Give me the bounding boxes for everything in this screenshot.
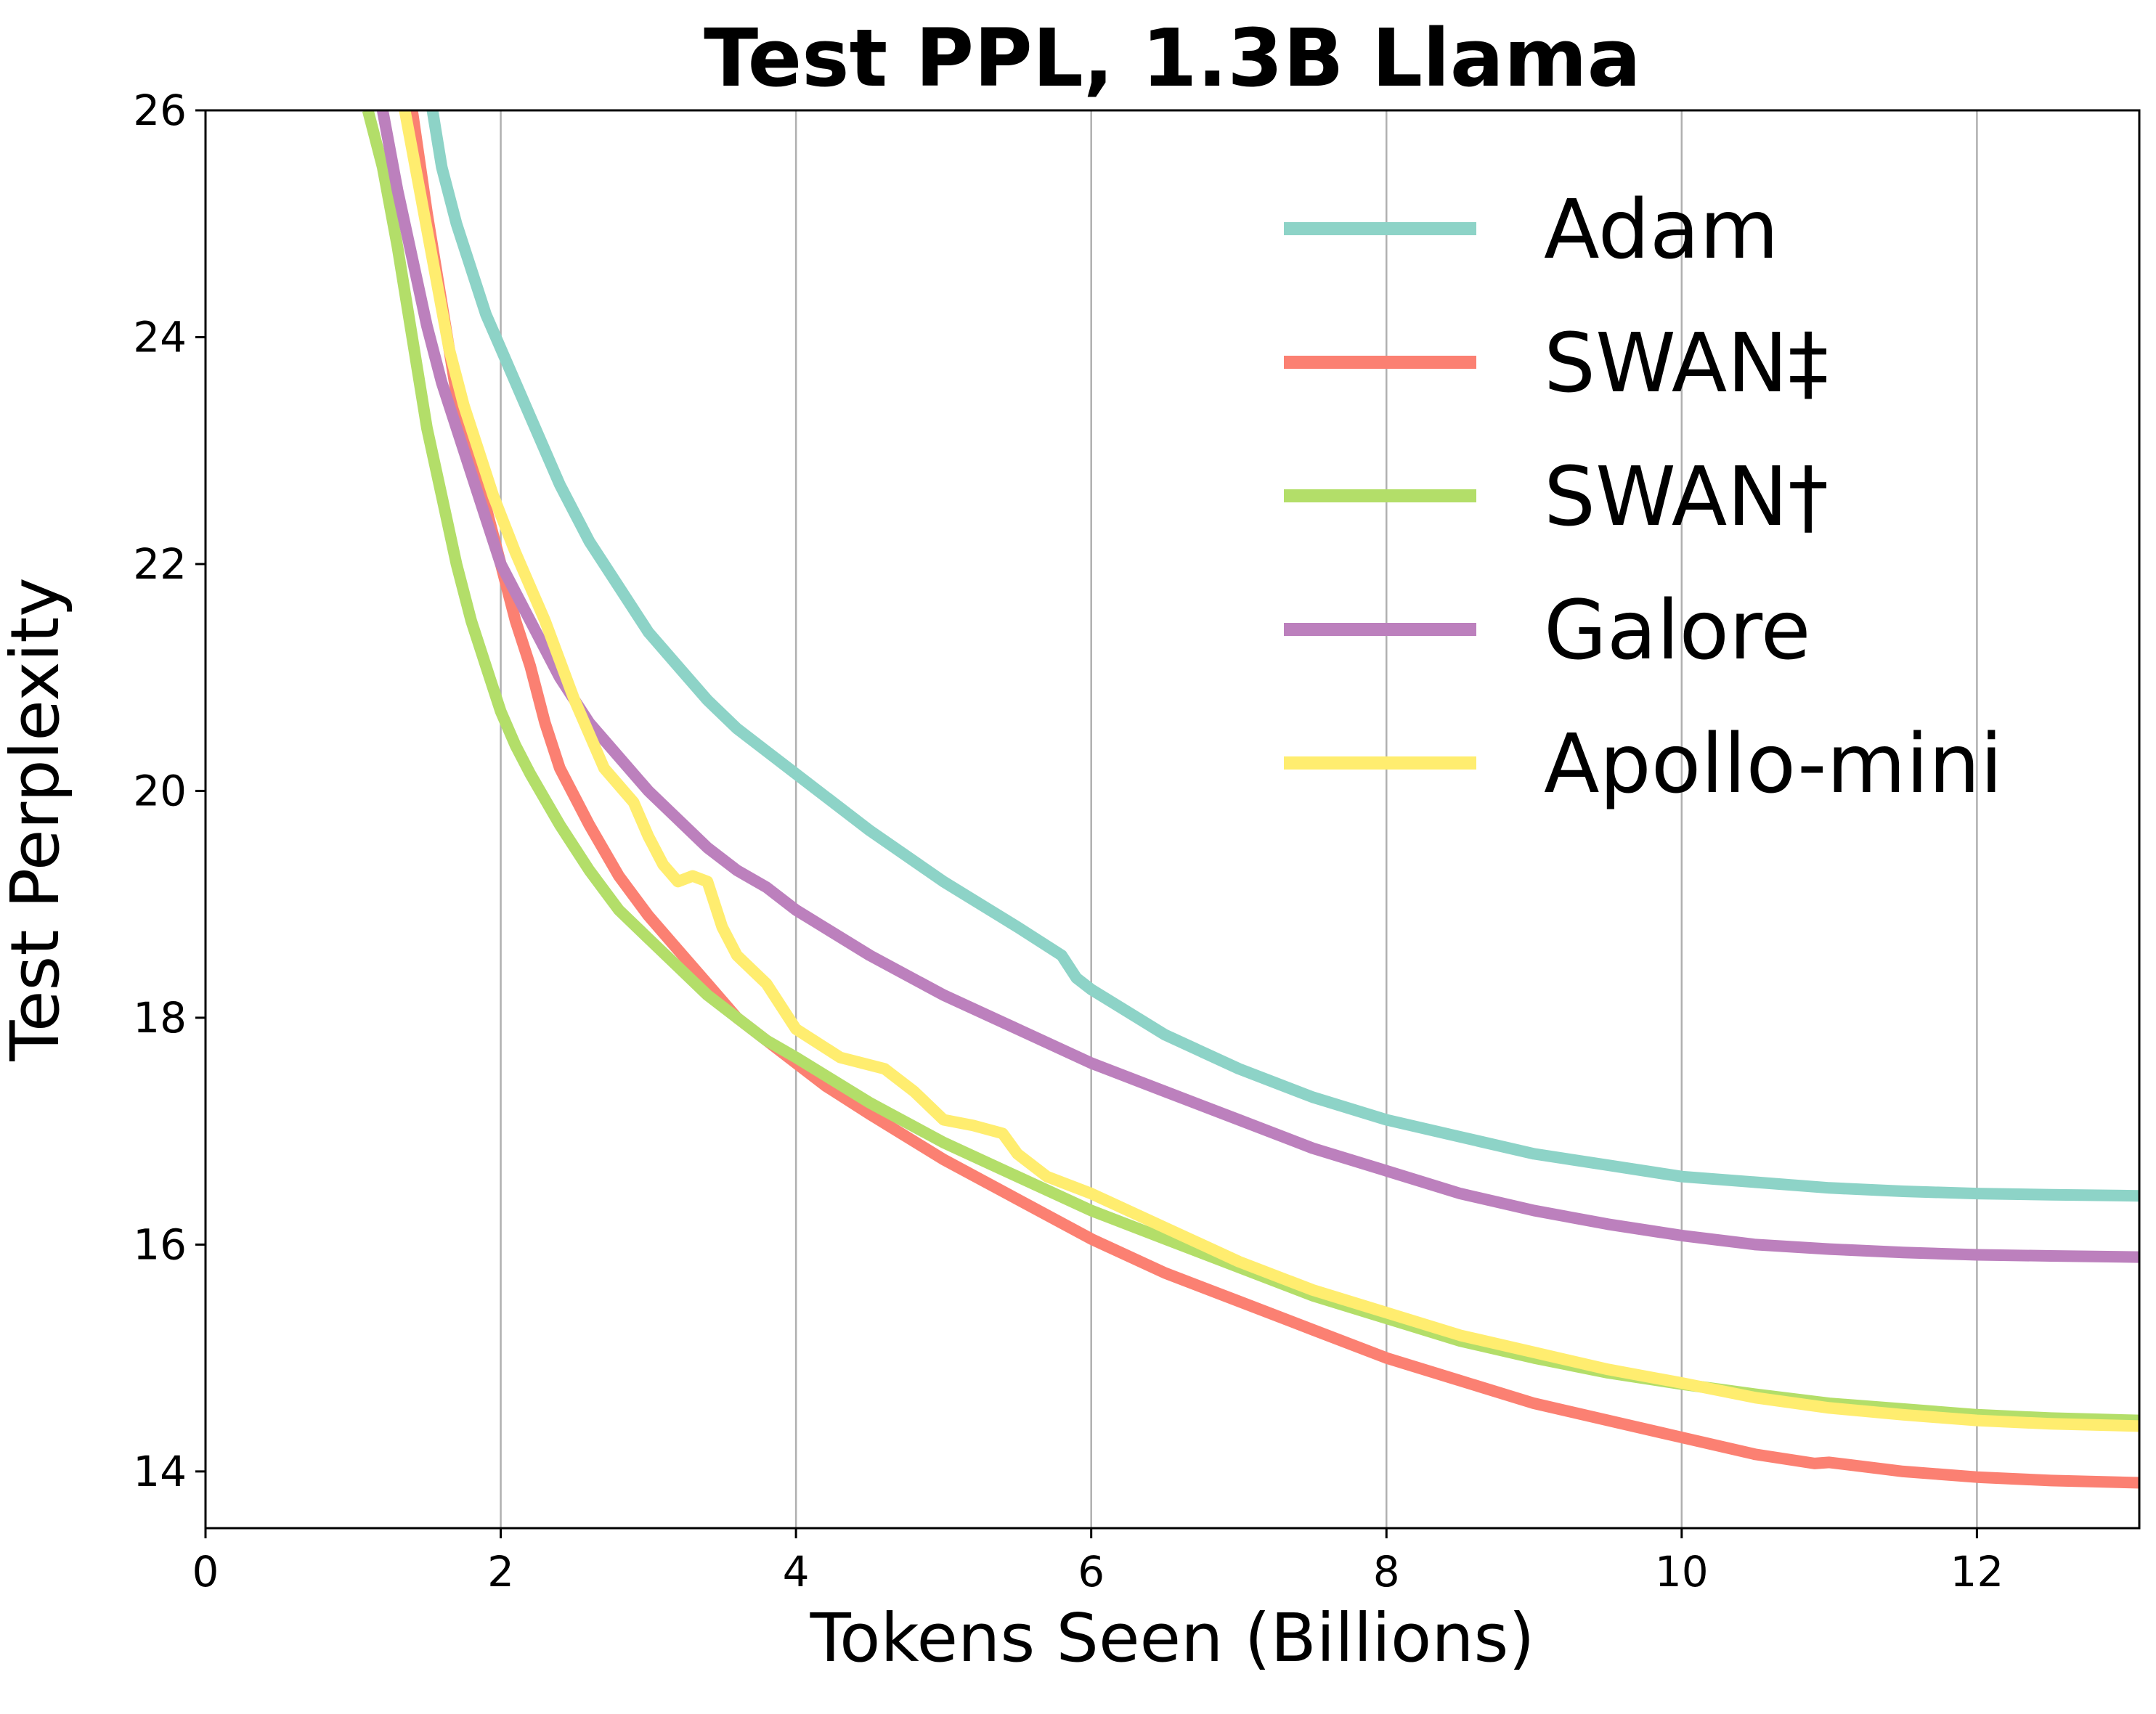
legend-label: Apollo-mini bbox=[1544, 717, 2003, 812]
y-tick-label: 18 bbox=[133, 993, 187, 1042]
x-tick-label: 8 bbox=[1373, 1547, 1400, 1596]
legend-label: Galore bbox=[1544, 584, 1811, 678]
y-tick-label: 20 bbox=[133, 766, 187, 815]
series-lines bbox=[362, 110, 2139, 1489]
legend-entry: Galore bbox=[1284, 584, 1811, 678]
legend-entry: SWAN‡ bbox=[1284, 317, 1828, 411]
y-axis-label: Test Perplexity bbox=[0, 577, 74, 1062]
y-tick-label: 22 bbox=[133, 539, 187, 589]
x-axis-ticks: 0 2 4 6 8 10 12 bbox=[192, 1528, 2004, 1596]
series-line-galore bbox=[377, 110, 2139, 1263]
legend-label: SWAN† bbox=[1544, 450, 1828, 544]
y-tick-label: 14 bbox=[133, 1447, 187, 1496]
series-line-apollo-mini bbox=[399, 110, 2139, 1432]
x-tick-label: 4 bbox=[783, 1547, 810, 1596]
x-tick-label: 6 bbox=[1078, 1547, 1105, 1596]
x-tick-label: 0 bbox=[192, 1547, 219, 1596]
y-axis-ticks: 14 16 18 20 22 24 26 bbox=[133, 86, 206, 1496]
x-tick-label: 10 bbox=[1655, 1547, 1709, 1596]
y-tick-label: 24 bbox=[133, 312, 187, 362]
x-tick-label: 12 bbox=[1950, 1547, 2004, 1596]
chart-title: Test PPL, 1.3B Llama bbox=[704, 12, 1641, 105]
legend-entry: SWAN† bbox=[1284, 450, 1828, 544]
y-tick-label: 16 bbox=[133, 1220, 187, 1269]
x-axis-label: Tokens Seen (Billions) bbox=[810, 1599, 1535, 1677]
legend-label: SWAN‡ bbox=[1544, 317, 1828, 411]
legend-entry: Apollo-mini bbox=[1284, 717, 2003, 812]
legend: Adam SWAN‡ SWAN† Galore Apollo-mini bbox=[1284, 183, 2003, 812]
grid-lines bbox=[500, 110, 1978, 1528]
y-tick-label: 26 bbox=[133, 86, 187, 135]
plot-frame bbox=[204, 109, 2141, 1530]
series-line-adam bbox=[426, 110, 2139, 1202]
legend-entry: Adam bbox=[1284, 183, 1778, 277]
x-tick-label: 2 bbox=[487, 1547, 514, 1596]
legend-label: Adam bbox=[1544, 183, 1778, 277]
